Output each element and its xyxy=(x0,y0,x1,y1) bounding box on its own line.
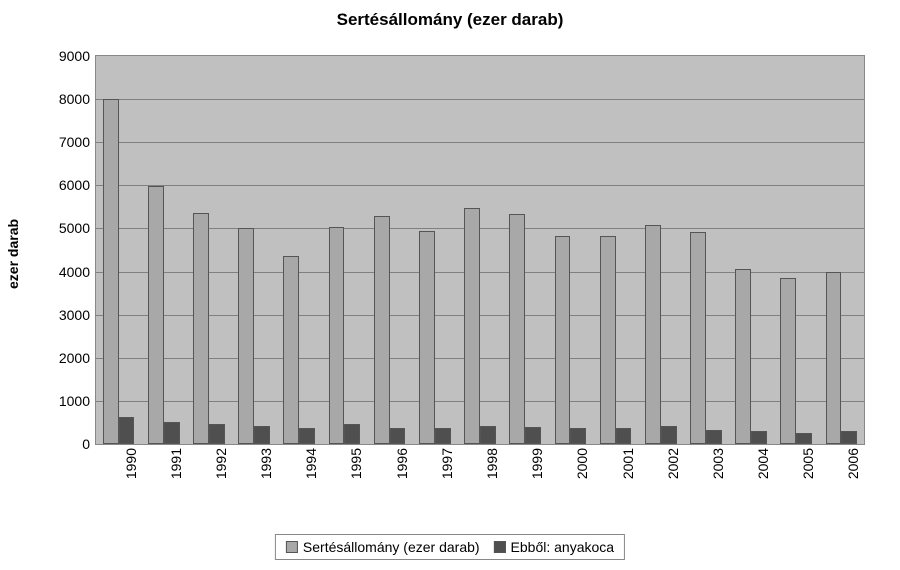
y-tick-label: 9000 xyxy=(59,48,96,64)
bar xyxy=(600,236,616,444)
x-tick-label: 1998 xyxy=(484,448,500,479)
bar xyxy=(193,213,209,444)
grid-line xyxy=(96,228,864,229)
bar xyxy=(419,231,435,444)
x-tick-label: 2004 xyxy=(755,448,771,479)
x-tick-label: 1996 xyxy=(394,448,410,479)
bar xyxy=(751,431,767,444)
x-tick-label: 2006 xyxy=(845,448,861,479)
y-tick-label: 2000 xyxy=(59,350,96,366)
x-tick-label: 2001 xyxy=(620,448,636,479)
plot-area: 0100020003000400050006000700080009000 xyxy=(95,55,865,445)
bar xyxy=(119,417,135,444)
legend-swatch xyxy=(286,541,298,553)
x-tick-label: 2005 xyxy=(800,448,816,479)
bar xyxy=(435,428,451,444)
y-tick-label: 4000 xyxy=(59,264,96,280)
y-tick-label: 3000 xyxy=(59,307,96,323)
x-tick-label: 1991 xyxy=(168,448,184,479)
bar xyxy=(283,256,299,444)
bar xyxy=(374,216,390,444)
bar xyxy=(480,426,496,444)
legend-item: Ebből: anyakoca xyxy=(494,539,615,555)
legend-item: Sertésállomány (ezer darab) xyxy=(286,539,480,555)
x-tick-label: 1997 xyxy=(439,448,455,479)
bar xyxy=(706,430,722,444)
y-tick-label: 5000 xyxy=(59,220,96,236)
grid-line xyxy=(96,185,864,186)
bar xyxy=(841,431,857,444)
bar xyxy=(661,426,677,444)
x-tick-label: 1995 xyxy=(348,448,364,479)
x-tick-label: 1990 xyxy=(123,448,139,479)
bar xyxy=(525,427,541,444)
legend-label: Ebből: anyakoca xyxy=(511,539,615,555)
x-tick-label: 2002 xyxy=(665,448,681,479)
bar xyxy=(735,269,751,444)
legend: Sertésállomány (ezer darab) Ebből: anyako… xyxy=(275,534,625,560)
bar xyxy=(103,99,119,444)
bar xyxy=(509,214,525,444)
x-tick-label: 1999 xyxy=(529,448,545,479)
y-tick-label: 7000 xyxy=(59,134,96,150)
grid-line xyxy=(96,99,864,100)
bar xyxy=(555,236,571,444)
bar xyxy=(238,228,254,444)
grid-line xyxy=(96,142,864,143)
bar xyxy=(826,272,842,444)
x-tick-label: 1993 xyxy=(258,448,274,479)
bar xyxy=(464,208,480,444)
bar xyxy=(148,186,164,444)
bar xyxy=(299,428,315,444)
x-tick-label: 2000 xyxy=(574,448,590,479)
bar xyxy=(344,424,360,444)
bar xyxy=(254,426,270,444)
y-tick-label: 6000 xyxy=(59,177,96,193)
legend-label: Sertésállomány (ezer darab) xyxy=(303,539,480,555)
bar xyxy=(616,428,632,444)
x-tick-label: 1992 xyxy=(213,448,229,479)
legend-swatch xyxy=(494,541,506,553)
x-tick-label: 1994 xyxy=(303,448,319,479)
x-tick-label: 2003 xyxy=(710,448,726,479)
bar xyxy=(690,232,706,444)
bar xyxy=(780,278,796,444)
bar xyxy=(164,422,180,444)
chart-title: Sertésállomány (ezer darab) xyxy=(0,10,900,30)
bar xyxy=(390,428,406,444)
bar xyxy=(645,225,661,444)
bar xyxy=(329,227,345,444)
bar xyxy=(209,424,225,444)
y-tick-label: 8000 xyxy=(59,91,96,107)
chart-container: Sertésállomány (ezer darab) ezer darab 0… xyxy=(0,0,900,570)
bar xyxy=(570,428,586,444)
y-axis-label: ezer darab xyxy=(5,219,21,289)
y-tick-label: 1000 xyxy=(59,393,96,409)
y-tick-label: 0 xyxy=(82,436,96,452)
bar xyxy=(796,433,812,444)
